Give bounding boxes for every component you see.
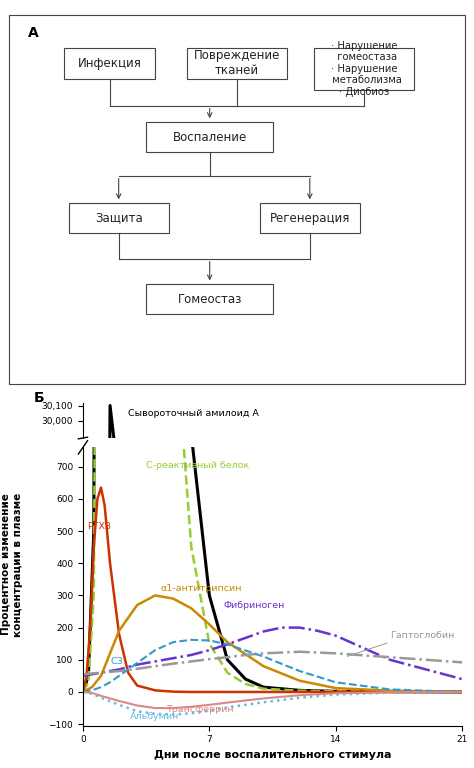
Text: Б: Б bbox=[34, 391, 44, 405]
X-axis label: Дни после воспалительного стимула: Дни после воспалительного стимула bbox=[154, 750, 392, 760]
Text: Гомеостаз: Гомеостаз bbox=[177, 293, 242, 306]
Text: Защита: Защита bbox=[95, 212, 143, 224]
Text: Гаптоглобин: Гаптоглобин bbox=[390, 631, 454, 640]
Text: Регенерация: Регенерация bbox=[270, 212, 350, 224]
Text: Фибриноген: Фибриноген bbox=[224, 601, 285, 611]
Text: А: А bbox=[27, 26, 38, 41]
Bar bbox=[260, 204, 360, 233]
Text: Повреждение
тканей: Повреждение тканей bbox=[194, 49, 280, 78]
Text: РТХ3: РТХ3 bbox=[88, 522, 111, 531]
Bar bbox=[314, 48, 414, 90]
Bar bbox=[69, 204, 169, 233]
Bar bbox=[146, 122, 273, 152]
Text: · Нарушение
  гомеостаза
· Нарушение
  метаболизма
· Дисбиоз: · Нарушение гомеостаза · Нарушение метаб… bbox=[327, 41, 402, 97]
Bar bbox=[146, 284, 273, 314]
Text: Альбумин: Альбумин bbox=[130, 712, 179, 720]
Bar bbox=[64, 48, 155, 79]
Text: Воспаление: Воспаление bbox=[173, 131, 247, 144]
Text: Инфекция: Инфекция bbox=[78, 57, 142, 70]
Text: С3: С3 bbox=[111, 657, 124, 666]
Text: α1-антитрипсин: α1-антитрипсин bbox=[161, 584, 242, 593]
Bar bbox=[187, 48, 287, 79]
Text: Трансферрин: Трансферрин bbox=[166, 705, 234, 714]
Text: С-реактивный белок: С-реактивный белок bbox=[146, 462, 249, 470]
Text: Процентное изменение
концентрации в плазме: Процентное изменение концентрации в плаз… bbox=[1, 492, 23, 637]
Text: Сывороточный амилоид А: Сывороточный амилоид А bbox=[128, 409, 259, 419]
